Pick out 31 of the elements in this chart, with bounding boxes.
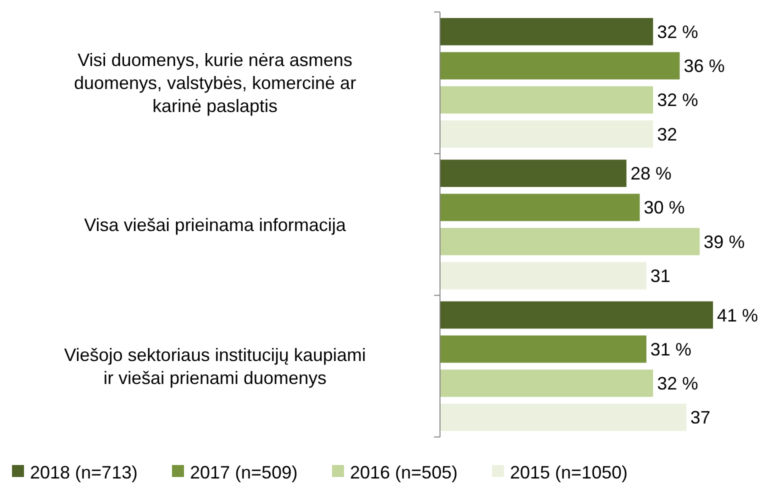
data-label: 28 % xyxy=(630,164,672,184)
bar xyxy=(440,335,646,363)
legend-label: 2018 (n=713) xyxy=(30,462,138,482)
data-label: 31 % xyxy=(650,339,692,360)
legend-label: 2016 (n=505) xyxy=(350,462,458,482)
bar xyxy=(440,404,686,431)
data-label: 31 xyxy=(650,266,670,286)
y-tick-label: Visa viešai prieinama informacija xyxy=(84,214,347,235)
data-label: 32 % xyxy=(657,22,698,42)
legend-label: 2015 (n=1050) xyxy=(510,462,628,482)
data-label: 36 % xyxy=(684,56,725,76)
data-label: 41 % xyxy=(717,305,758,326)
bar xyxy=(440,52,680,80)
bar xyxy=(440,18,654,46)
legend-label: 2017 (n=509) xyxy=(190,462,298,482)
data-label: 39 % xyxy=(704,232,745,252)
y-tick-label: Viešojo sektoriaus institucijų kaupiami ir viešai prienami duomenys xyxy=(64,344,366,388)
data-label: 37 xyxy=(690,408,710,428)
bar xyxy=(440,262,646,290)
bar xyxy=(440,301,713,329)
data-label: 32 % xyxy=(657,90,698,110)
bar xyxy=(440,194,640,222)
bar xyxy=(440,160,626,187)
bar xyxy=(440,370,654,397)
bar xyxy=(440,228,700,256)
data-label: 32 xyxy=(657,124,678,144)
bar xyxy=(440,120,654,148)
bar xyxy=(440,86,654,114)
y-tick-label: Visi duomenys, kurie nėra asmens duomenys, valstybės, komercinė ar karinė paslaptis xyxy=(74,50,356,116)
data-label: 30 % xyxy=(644,198,685,218)
data-label: 32 % xyxy=(657,374,698,394)
